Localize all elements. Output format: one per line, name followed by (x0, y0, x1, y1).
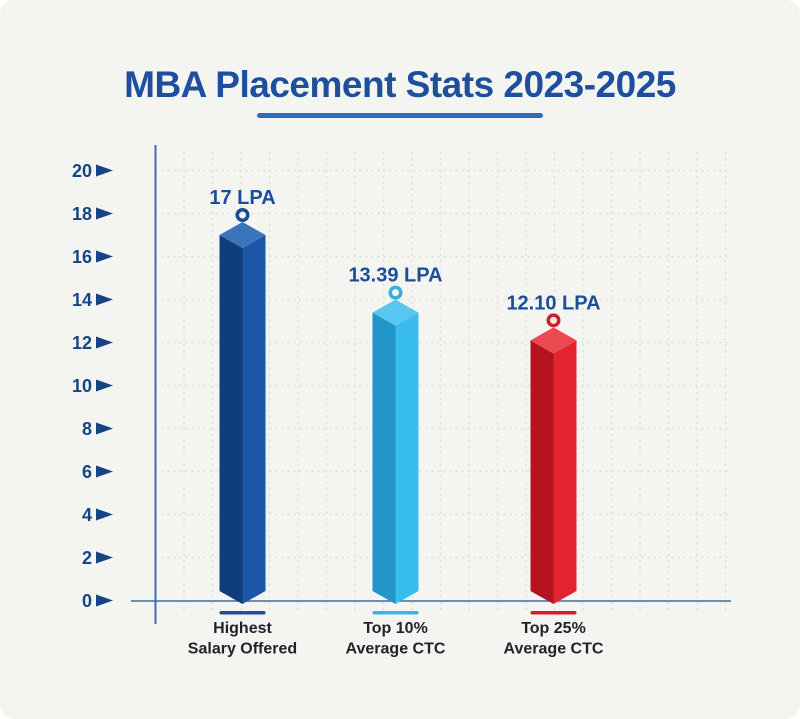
tick-label: 8 (82, 419, 92, 439)
bar-category-label: Average CTC (504, 641, 604, 658)
tick-arrow-icon (96, 594, 113, 607)
tick-arrow-icon (96, 164, 113, 177)
bar-category-label: Top 10% (363, 620, 428, 637)
tick-label: 20 (72, 161, 92, 181)
tick-arrow-icon (96, 336, 113, 349)
bar-left-face (372, 312, 396, 604)
bar-right-face (242, 235, 266, 604)
tick-arrow-icon (96, 551, 113, 564)
category-underline (530, 611, 577, 615)
bar-category-label: Top 25% (521, 620, 586, 637)
bar-top-face (530, 327, 577, 354)
tick-label: 4 (82, 505, 92, 525)
bar-category-label: Highest (213, 620, 272, 637)
title-underline (257, 113, 543, 118)
tick-arrow-icon (96, 207, 113, 220)
y-axis-ticks: 0 2 4 6 8 10 12 14 16 18 20 (72, 161, 113, 611)
value-ring-icon (546, 313, 561, 328)
bar-top-25-: 12.10 LPA (506, 292, 601, 604)
bar-value-label: 17 LPA (209, 187, 275, 209)
tick-label: 18 (72, 204, 92, 224)
bar-right-face (395, 312, 419, 604)
tick-label: 16 (72, 247, 92, 267)
tick-arrow-icon (96, 422, 113, 435)
tick-label: 0 (82, 591, 92, 611)
tick-arrow-icon (96, 250, 113, 263)
bar-highest: 17 LPA (209, 187, 276, 604)
category-underline (219, 611, 266, 615)
bar-top-face (372, 299, 419, 326)
tick-arrow-icon (96, 293, 113, 306)
tick-arrow-icon (96, 379, 113, 392)
tick-label: 10 (72, 376, 92, 396)
tick-label: 2 (82, 548, 92, 568)
tick-arrow-icon (96, 508, 113, 521)
bar-left-face (530, 340, 554, 604)
bars: 17 LPA 13.39 LPA 12.10 LPA (209, 187, 601, 604)
bar-top-10-: 13.39 LPA (348, 265, 443, 604)
bar-top-face (219, 222, 266, 248)
bar-right-face (553, 340, 577, 604)
bar-category-label: Average CTC (346, 641, 446, 658)
category-labels: Highest Salary Offered Top 10% Average CTC T… (188, 611, 604, 658)
tick-label: 6 (82, 462, 92, 482)
value-ring-icon (388, 285, 403, 300)
bar-value-label: 12.10 LPA (506, 292, 600, 314)
tick-arrow-icon (96, 465, 113, 478)
bar-value-label: 13.39 LPA (348, 265, 442, 287)
tick-label: 12 (72, 333, 92, 353)
bar-category-label: Salary Offered (188, 641, 297, 658)
value-ring-icon (235, 208, 250, 222)
bar-left-face (219, 235, 243, 604)
tick-label: 14 (72, 290, 92, 310)
category-underline (372, 611, 419, 615)
chart-title: MBA Placement Stats 2023-2025 (124, 64, 676, 105)
